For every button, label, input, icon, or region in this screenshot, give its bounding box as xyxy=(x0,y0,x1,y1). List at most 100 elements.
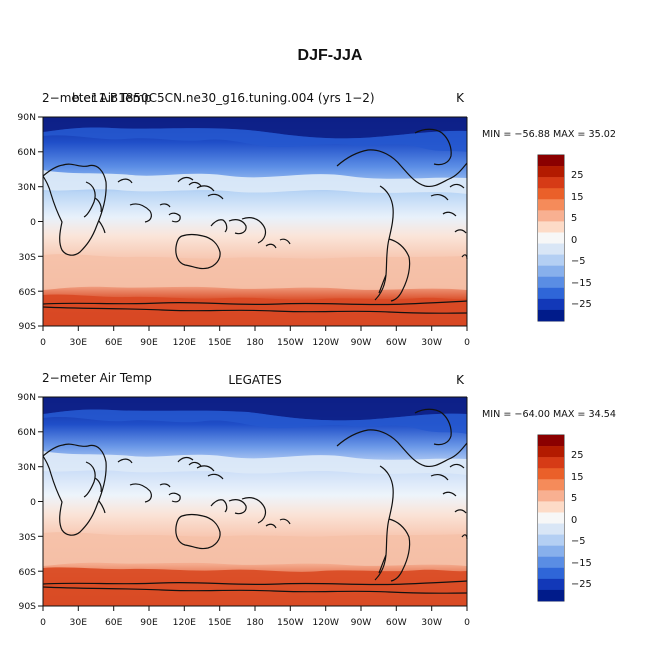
colorbar-swatch xyxy=(538,534,564,546)
colorbar-swatch xyxy=(538,545,564,558)
panel-1-lon-label-150e: 150E xyxy=(208,337,232,348)
panel-2-colorbar: 25 15 5 0 −5 −15 −25 xyxy=(537,434,592,602)
colorbar-swatch xyxy=(538,243,564,255)
panel-2-coastlines xyxy=(42,408,468,594)
panel-2: 2−meter Air Temp LEGATES K xyxy=(17,371,616,628)
panel-1-colorbar-label-25: 25 xyxy=(571,170,583,181)
panel-1-cold-north-band xyxy=(43,117,467,139)
panel-2-stats: MIN = −64.00 MAX = 34.54 xyxy=(482,409,616,420)
colorbar-swatch xyxy=(538,298,564,311)
panel-2-lon-label-120w: 120W xyxy=(312,617,339,628)
panel-2-lon-label-30e: 30E xyxy=(70,617,88,628)
panel-2-colorbar-label-minus-25: −25 xyxy=(571,579,592,590)
panel-2-colorbar-label-15: 15 xyxy=(571,472,583,483)
panel-1-equatorial-light-band xyxy=(43,170,467,194)
panel-1-map-background xyxy=(43,117,467,326)
panel-1-lat-label-90s: 90S xyxy=(18,321,36,332)
panel-2-cold-north-band xyxy=(43,397,467,421)
panel-1-colorbar: 25 15 5 0 −5 −15 −25 xyxy=(537,154,592,322)
colorbar-swatch xyxy=(538,188,564,200)
panel-1-northern-cold-shading xyxy=(43,127,467,152)
panel-1-lon-label-30e: 30E xyxy=(70,337,88,348)
colorbar-swatch xyxy=(538,309,564,322)
panel-1-lat-label-60s: 60S xyxy=(18,287,36,298)
panel-1-lon-label-0-left: 0 xyxy=(40,337,46,348)
panel-2-lat-label-60s: 60S xyxy=(18,567,36,578)
colorbar-swatch xyxy=(538,210,564,222)
panel-2-lon-label-90w: 90W xyxy=(351,617,372,628)
colorbar-swatch xyxy=(538,276,564,289)
panel-1-colorbar-label-5: 5 xyxy=(571,213,577,224)
panel-2-lon-label-0-left: 0 xyxy=(40,617,46,628)
colorbar-swatch xyxy=(538,254,564,266)
panel-2-lat-label-90s: 90S xyxy=(18,601,36,612)
panel-1-lat-label-90n: 90N xyxy=(17,112,36,123)
colorbar-swatch xyxy=(538,287,564,300)
colorbar-swatch xyxy=(538,468,564,480)
panel-1-coastlines xyxy=(42,128,468,314)
panel-1-lon-label-180: 180 xyxy=(246,337,264,348)
colorbar-swatch xyxy=(538,457,564,469)
panel-1-lon-label-90e: 90E xyxy=(140,337,158,348)
panel-2-center-title: LEGATES xyxy=(228,373,281,387)
panel-2-lat-label-60n: 60N xyxy=(17,427,36,438)
colorbar-swatch xyxy=(538,232,564,244)
panel-1-colorbar-label-minus-5: −5 xyxy=(571,256,585,267)
panel-1-stats: MIN = −56.88 MAX = 35.02 xyxy=(482,129,616,140)
panel-2-lat-label-30n: 30N xyxy=(17,462,36,473)
panel-1-lon-label-60w: 60W xyxy=(386,337,407,348)
colorbar-swatch xyxy=(538,199,564,211)
panel-1-colorbar-label-0: 0 xyxy=(571,235,577,246)
panel-2-lat-label-0: 0 xyxy=(30,497,36,508)
panel-1-lat-label-30n: 30N xyxy=(17,182,36,193)
panel-1-lat-label-60n: 60N xyxy=(17,147,36,158)
panel-1-lon-label-30w: 30W xyxy=(421,337,442,348)
panel-1-colorbar-label-15: 15 xyxy=(571,192,583,203)
colorbar-swatch xyxy=(538,435,564,447)
panel-1: 2−meter Air Temp b.e11.B1850C5CN.ne30_g1… xyxy=(17,91,616,348)
colorbar-swatch xyxy=(538,177,564,189)
colorbar-swatch xyxy=(538,446,564,458)
figure-title: DJF-JJA xyxy=(298,47,363,64)
panel-2-northern-cold-shading xyxy=(43,409,467,434)
colorbar-swatch xyxy=(538,512,564,524)
colorbar-swatch xyxy=(538,221,564,233)
colorbar-swatch xyxy=(538,578,564,591)
panel-2-lat-label-90n: 90N xyxy=(17,392,36,403)
panel-2-lon-label-150w: 150W xyxy=(277,617,304,628)
colorbar-swatch xyxy=(538,490,564,502)
panel-2-colorbar-label-0: 0 xyxy=(571,515,577,526)
panel-2-axes: 90N 60N 30N 0 30S 60S 90S 0 30E 60E 90E … xyxy=(17,392,470,628)
panel-1-units: K xyxy=(456,91,465,105)
colorbar-swatch xyxy=(538,567,564,580)
panel-1-left-title: 2−meter Air Temp xyxy=(42,91,152,105)
panel-1-lat-label-30s: 30S xyxy=(18,252,36,263)
panel-2-left-title: 2−meter Air Temp xyxy=(42,371,152,385)
panel-2-colorbar-label-25: 25 xyxy=(571,450,583,461)
panel-2-antarctic-warm-band xyxy=(43,567,467,606)
panel-2-colorbar-label-5: 5 xyxy=(571,493,577,504)
panel-1-lon-label-150w: 150W xyxy=(277,337,304,348)
panel-2-southern-warm-band xyxy=(43,532,467,566)
panel-1-colorbar-label-minus-25: −25 xyxy=(571,299,592,310)
panel-2-equatorial-light-band xyxy=(43,451,467,475)
panel-1-southern-warm-band xyxy=(43,254,467,290)
colorbar-swatch xyxy=(538,155,564,167)
panel-2-lon-label-150e: 150E xyxy=(208,617,232,628)
panel-2-lon-label-60e: 60E xyxy=(105,617,123,628)
panel-2-lon-label-0-right: 0 xyxy=(464,617,470,628)
panel-1-overlap-title: b.e11.B1850C5CN.ne30_g16.tuning.004 (yrs… xyxy=(72,91,375,105)
panel-2-lon-label-60w: 60W xyxy=(386,617,407,628)
panel-2-lat-label-30s: 30S xyxy=(18,532,36,543)
panel-2-lon-label-120e: 120E xyxy=(173,617,197,628)
panel-1-lon-label-60e: 60E xyxy=(105,337,123,348)
panel-2-lon-label-90e: 90E xyxy=(140,617,158,628)
panel-2-lon-label-180: 180 xyxy=(246,617,264,628)
panel-1-axes: 90N 60N 30N 0 30S 60S 90S 0 30E 60E 90E … xyxy=(17,112,470,348)
colorbar-swatch xyxy=(538,523,564,535)
colorbar-swatch xyxy=(538,501,564,513)
colorbar-swatch xyxy=(538,589,564,602)
colorbar-swatch xyxy=(538,265,564,278)
panel-1-lon-label-120e: 120E xyxy=(173,337,197,348)
